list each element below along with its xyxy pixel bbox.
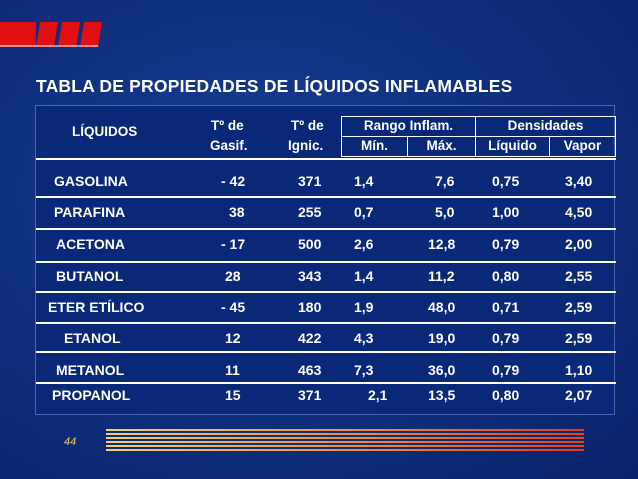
row-liquido: 0,75 [492,173,520,189]
row-vapor: 1,10 [565,362,593,378]
row-max: 5,0 [435,204,455,220]
row-gasif: 11 [225,362,240,378]
decorative-stripes [106,429,584,451]
row-divider [36,261,616,263]
row-vapor: 2,55 [565,268,593,284]
slide-number: 44 [64,436,77,448]
row-gasif: - 17 [221,236,246,252]
header-t-ignic-line1: Tº de [291,118,324,133]
row-min: 7,3 [354,362,374,378]
row-min: 1,4 [354,268,374,284]
row-name-gasolina: GASOLINA [54,173,128,189]
row-ignic: 371 [298,173,322,189]
row-ignic: 422 [298,330,322,346]
row-ignic: 180 [298,299,322,315]
row-liquido: 0,79 [492,236,520,252]
row-max: 36,0 [428,362,456,378]
row-gasif: 28 [225,268,241,284]
row-divider [36,291,616,293]
row-name-propanol: PROPANOL [52,387,131,403]
row-name-etanol: ETANOL [64,330,121,346]
row-gasif: 12 [225,330,241,346]
row-divider [36,228,616,230]
row-liquido: 0,79 [492,362,520,378]
row-ignic: 371 [298,387,322,403]
header-vapor: Vapor [549,136,616,157]
row-divider [36,196,616,198]
row-gasif: 38 [229,204,245,220]
row-name-metanol: METANOL [56,362,125,378]
row-divider [36,382,616,384]
row-gasif: - 42 [221,173,246,189]
row-name-butanol: BUTANOL [56,268,124,284]
header-liquidos: LÍQUIDOS [72,124,138,139]
header-rango-inflam: Rango Inflam. [341,116,476,137]
row-liquido: 1,00 [492,204,520,220]
row-vapor: 2,59 [565,299,593,315]
row-min: 1,9 [354,299,374,315]
row-min: 2,1 [368,387,388,403]
row-min: 4,3 [354,330,374,346]
row-vapor: 4,50 [565,204,593,220]
row-min: 2,6 [354,236,374,252]
row-gasif: - 45 [221,299,246,315]
slide-title: TABLA DE PROPIEDADES DE LÍQUIDOS INFLAMA… [36,76,513,96]
row-name-eter-etilico: ETER ETÍLICO [48,299,145,315]
logo-red-bars-icon [0,22,102,47]
header-t-gasif-line2: Gasif. [210,138,248,153]
row-vapor: 2,59 [565,330,593,346]
row-vapor: 2,07 [565,387,593,403]
row-name-parafina: PARAFINA [54,204,126,220]
header-t-gasif-line1: Tº de [211,118,244,133]
row-min: 1,4 [354,173,374,189]
row-divider [36,322,616,324]
row-max: 7,6 [435,173,455,189]
row-liquido: 0,71 [492,299,520,315]
row-max: 19,0 [428,330,456,346]
row-gasif: 15 [225,387,241,403]
row-max: 13,5 [428,387,456,403]
header-densidades: Densidades [475,116,616,137]
row-ignic: 500 [298,236,322,252]
row-min: 0,7 [354,204,374,220]
row-vapor: 3,40 [565,173,593,189]
header-min: Mín. [341,136,408,157]
row-ignic: 343 [298,268,322,284]
row-divider [36,351,616,353]
row-max: 48,0 [428,299,456,315]
header-t-ignic-line2: Ignic. [288,138,324,153]
row-vapor: 2,00 [565,236,593,252]
row-liquido: 0,80 [492,387,520,403]
header-liquido: Líquido [475,136,550,157]
row-ignic: 463 [298,362,322,378]
row-max: 12,8 [428,236,456,252]
row-liquido: 0,80 [492,268,520,284]
row-name-acetona: ACETONA [56,236,125,252]
header-divider [36,158,616,160]
properties-table: LÍQUIDOS Tº de Gasif. Tº de Ignic. Rango… [35,105,616,415]
row-liquido: 0,79 [492,330,520,346]
row-ignic: 255 [298,204,322,220]
row-max: 11,2 [428,268,455,284]
header-max: Máx. [407,136,476,157]
